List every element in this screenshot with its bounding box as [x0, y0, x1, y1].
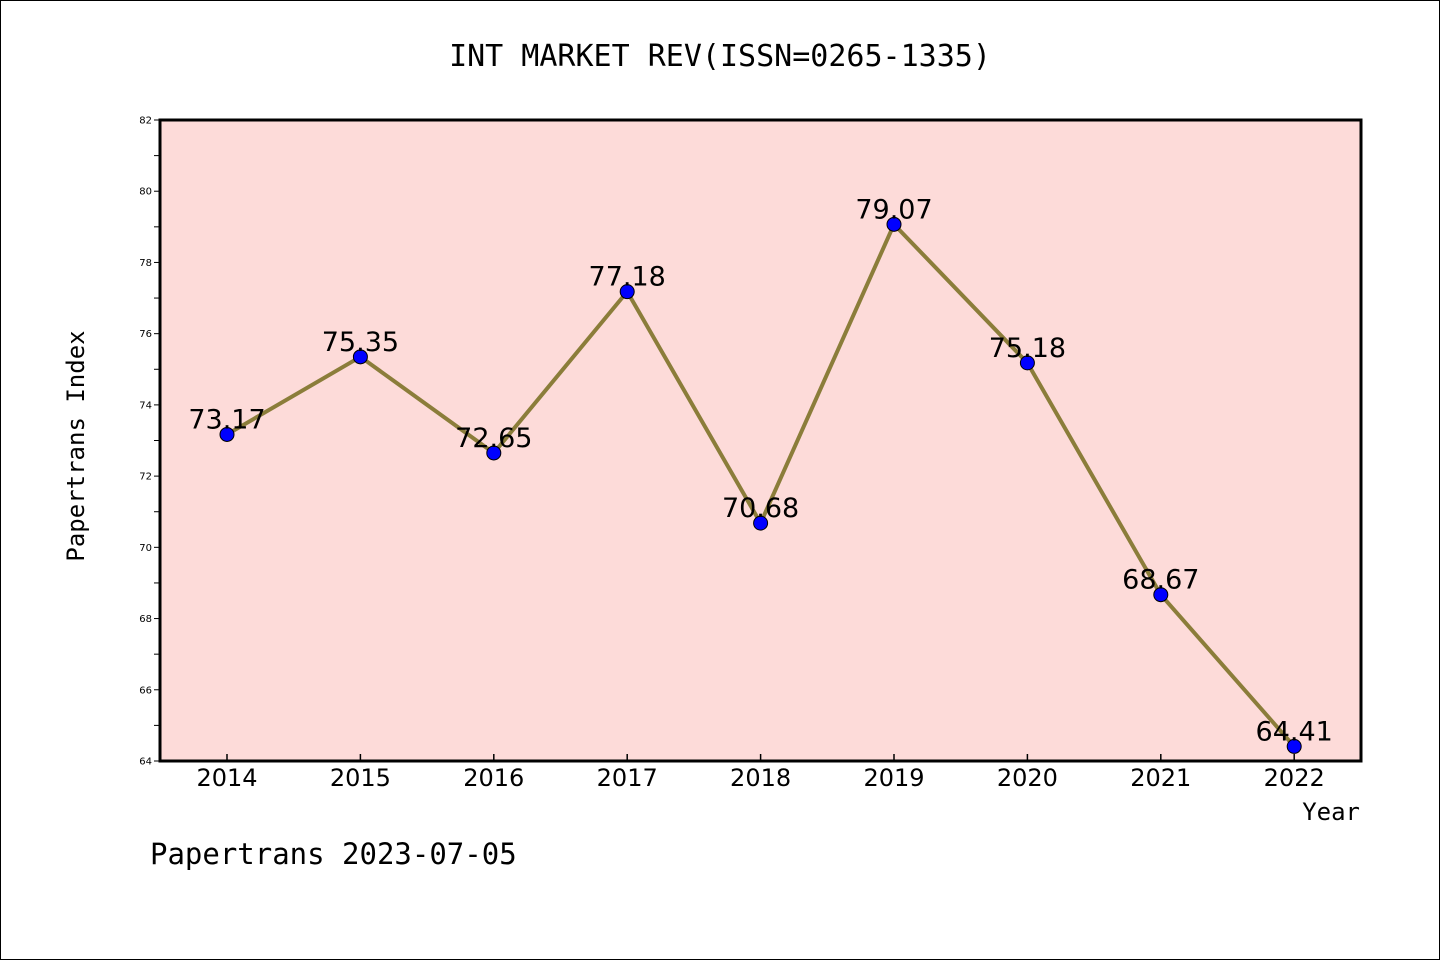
data-point	[1019, 355, 1035, 371]
y-tick-label: 72	[139, 472, 152, 483]
y-tick-label: 64	[139, 757, 152, 768]
x-axis-label: Year	[1302, 798, 1360, 826]
y-tick-label: 82	[139, 116, 152, 127]
data-point	[1153, 587, 1169, 603]
data-label: 73.17	[188, 404, 265, 435]
x-axis: 2014 2015 2016 2017 2018 2019 2020 2021 2022	[196, 754, 1325, 792]
plot-area	[158, 118, 1363, 763]
x-tick-label: 2016	[463, 764, 524, 792]
data-label: 72.65	[455, 423, 532, 454]
data-point	[1286, 738, 1302, 754]
data-label: 75.18	[989, 333, 1066, 364]
y-axis-label: Papertrans Index	[62, 330, 90, 561]
data-point	[486, 445, 502, 461]
y-tick-label: 76	[139, 329, 152, 340]
data-labels: 73.17 75.35 72.65 77.18 70.68 79.07 75.18 68.67…	[188, 194, 1332, 747]
x-tick-label: 2021	[1130, 764, 1191, 792]
series-markers	[219, 216, 1302, 754]
x-tick-label: 2019	[863, 764, 924, 792]
y-tick-label: 74	[139, 400, 152, 411]
data-label: 68.67	[1122, 565, 1199, 596]
x-tick-label: 2017	[597, 764, 658, 792]
data-label: 79.07	[855, 194, 932, 225]
x-tick-label: 2020	[997, 764, 1058, 792]
data-point	[886, 216, 902, 232]
y-tick-label: 70	[139, 543, 152, 554]
data-label: 70.68	[722, 493, 799, 524]
y-tick-label: 68	[139, 614, 152, 625]
y-axis: 64 66 68 70 72 74 76 78 80 82	[139, 116, 160, 768]
footer-text: Papertrans 2023-07-05	[150, 837, 517, 871]
data-label: 75.35	[322, 327, 399, 358]
data-point	[753, 515, 769, 531]
y-tick-label: 66	[139, 685, 152, 696]
data-point	[219, 426, 235, 442]
x-tick-label: 2015	[330, 764, 391, 792]
data-label: 77.18	[589, 262, 666, 293]
data-point	[352, 349, 368, 365]
x-tick-label: 2022	[1264, 764, 1325, 792]
y-tick-label: 78	[139, 258, 152, 269]
x-tick-label: 2014	[196, 764, 257, 792]
data-point	[619, 284, 635, 300]
chart-title: INT MARKET REV(ISSN=0265-1335)	[449, 39, 991, 74]
data-label: 64.41	[1256, 716, 1333, 747]
x-tick-label: 2018	[730, 764, 791, 792]
y-tick-label: 80	[139, 187, 152, 198]
